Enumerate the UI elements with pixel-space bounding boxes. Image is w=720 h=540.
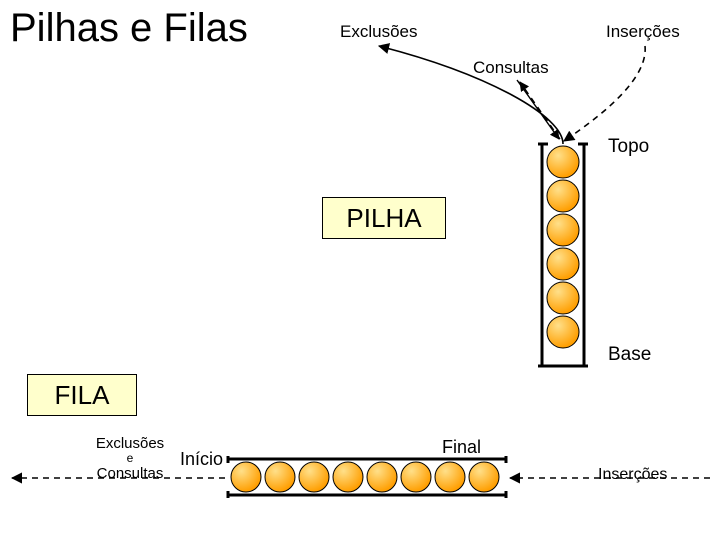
pilha-arrows <box>379 46 645 144</box>
diagram-svg <box>0 0 720 540</box>
fila-balls <box>231 462 499 492</box>
pilha-balls <box>547 146 579 348</box>
